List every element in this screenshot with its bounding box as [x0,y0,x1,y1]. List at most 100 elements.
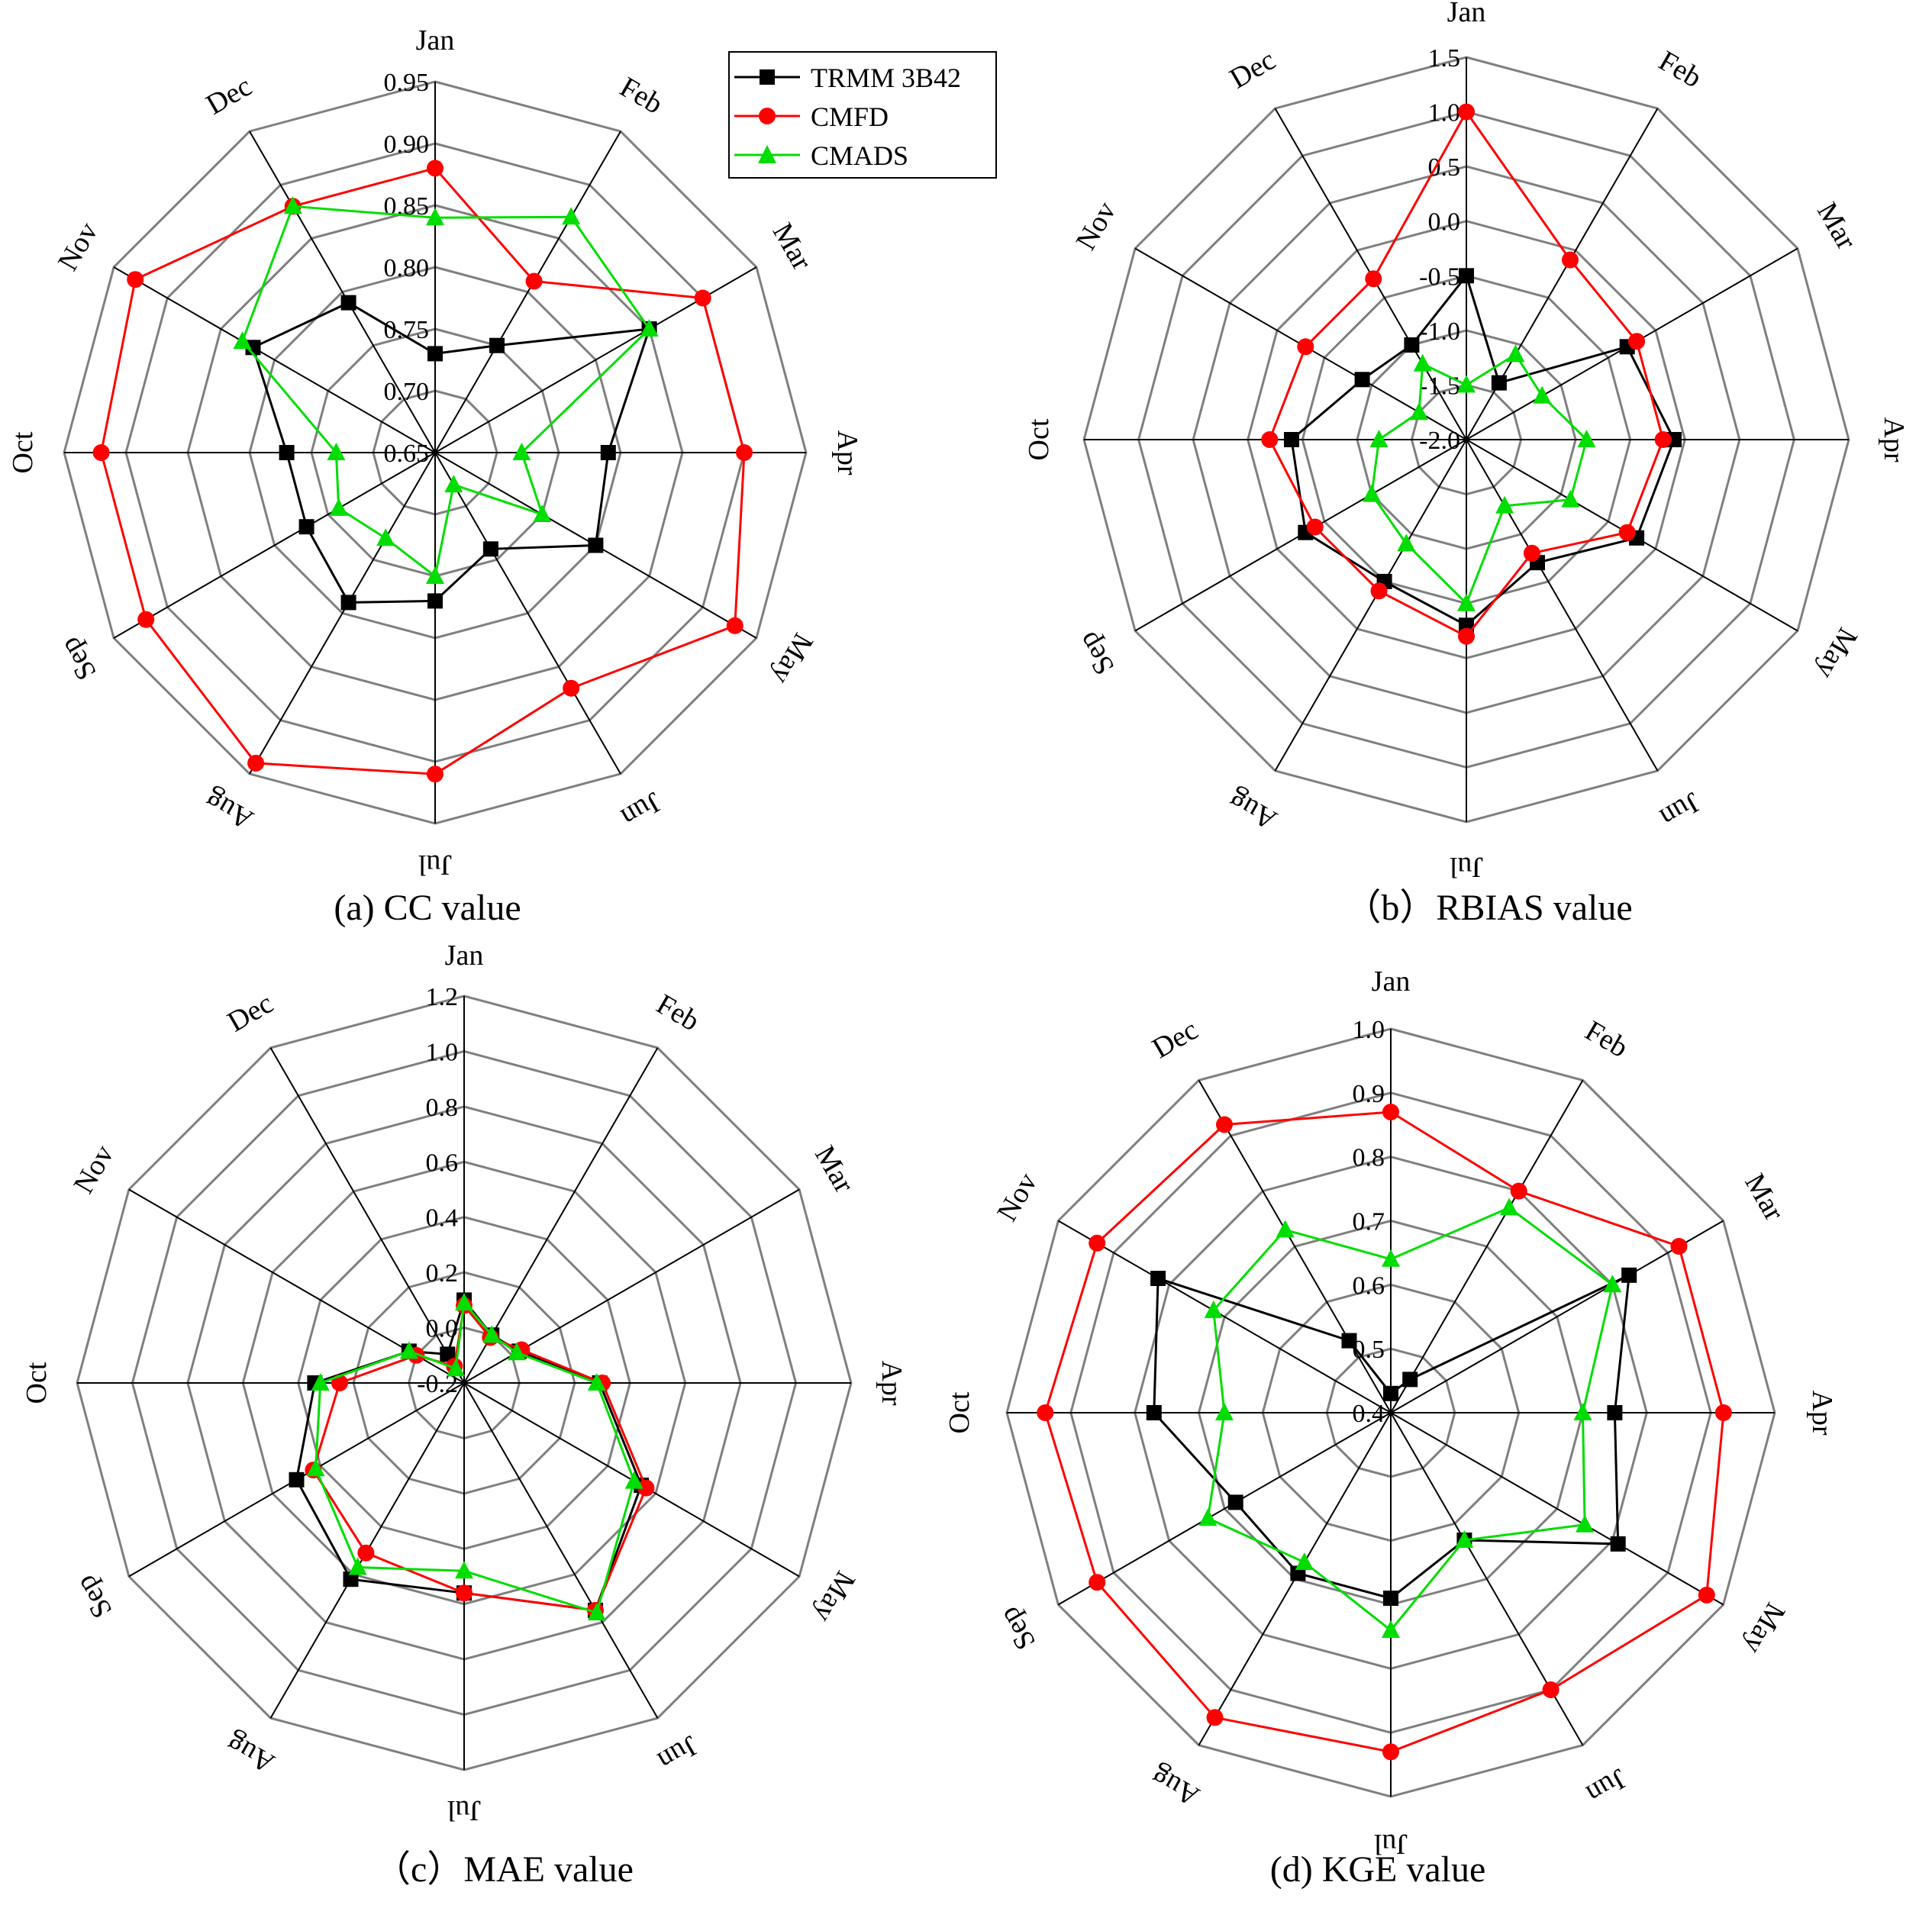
tick-label: 0.4 [1353,1400,1385,1428]
month-label-jul: Jul [1450,851,1483,883]
point-cmfd-jan [1382,1104,1399,1120]
point-cmads-oct [327,443,346,460]
tick-label: -2.0 [1419,427,1460,455]
point-trmm-3b42-oct [1146,1405,1162,1420]
tick-label: -0.5 [1419,263,1460,291]
month-label-oct: Oct [7,431,39,473]
point-cmfd-feb [1510,1182,1527,1200]
point-trmm-3b42-dec [340,295,356,311]
point-cmads-dec [1276,1220,1295,1238]
point-cmads-sep [329,498,348,516]
point-cmads-nov [233,331,252,350]
month-label-oct: Oct [21,1362,53,1404]
point-trmm-3b42-dec [440,1346,456,1362]
point-cmfd-jun [1542,1681,1559,1698]
point-cmfd-sep [1089,1574,1106,1591]
point-trmm-3b42-mar [1621,1267,1637,1283]
point-cmfd-oct [1261,431,1279,448]
point-trmm-3b42-oct [1284,432,1299,447]
point-cmads-feb [562,207,581,225]
tick-label: 1.2 [426,983,459,1011]
month-label-sep: Sep [69,1570,119,1623]
month-label-dec: Dec [1224,44,1281,95]
point-cmads-jul [426,566,444,584]
point-cmads-feb [482,1325,502,1343]
point-trmm-3b42-nov [1150,1271,1166,1286]
point-cmads-jun [587,1603,606,1621]
point-cmfd-oct [92,444,110,461]
point-cmads-dec [1413,353,1432,372]
point-cmads-apr [1577,430,1596,447]
point-trmm-3b42-feb [1402,1372,1418,1388]
tick-label: 0.4 [426,1204,459,1233]
point-trmm-3b42-jan [427,346,443,362]
point-cmads-jan [455,1293,473,1310]
tick-label: -1.5 [1419,372,1460,400]
point-cmfd-apr [1654,431,1672,448]
point-cmads-apr [587,1373,606,1391]
point-cmfd-aug [1206,1709,1224,1726]
month-label-jul: Jul [447,1794,481,1826]
point-cmfd-jul [1382,1743,1399,1761]
month-label-oct: Oct [1023,418,1055,460]
tick-label: 0.6 [426,1149,459,1177]
point-trmm-3b42-apr [1607,1405,1623,1420]
month-label-may: May [807,1565,861,1627]
month-label-sep: Sep [53,632,103,685]
point-cmads-jan [1457,375,1476,393]
month-label-dec: Dec [1147,1014,1204,1065]
spoke-sep [113,452,436,639]
point-trmm-3b42-sep [1227,1494,1243,1510]
radar-chart-mae: -0.20.00.20.40.60.81.01.2JanFebMarAprMay… [21,940,908,1826]
month-label-feb: Feb [651,988,705,1038]
month-label-jan: Jan [1372,965,1411,998]
month-label-apr: Apr [876,1360,908,1405]
point-cmads-nov [1204,1300,1223,1318]
point-cmfd-jul [1458,627,1475,645]
point-trmm-3b42-feb [489,337,505,353]
tick-label: 0.7 [1353,1208,1385,1236]
point-cmfd-may [1698,1586,1715,1604]
spoke-jun [434,452,621,775]
point-cmfd-dec [1216,1116,1233,1133]
month-label-apr: Apr [1806,1390,1838,1435]
point-cmads-may [624,1471,643,1489]
point-cmfd-feb [1562,251,1579,269]
legend-label-trmm: TRMM 3B42 [811,63,961,93]
spoke-dec [1198,1079,1392,1413]
month-label-jun: Jun [1655,786,1706,834]
point-cmads-jul [1457,593,1476,611]
month-label-nov: Nov [991,1168,1043,1227]
tick-label: 1.0 [1428,99,1461,127]
month-label-sep: Sep [992,1601,1042,1655]
tick-label: 1.5 [1428,44,1461,73]
month-label-may: May [1809,622,1863,684]
legend-label-cmads: CMADS [811,140,908,171]
month-label-jan: Jan [1447,0,1486,28]
point-cmads-sep [306,1459,325,1477]
point-cmads-feb [1506,344,1525,363]
series-line-cmads [1370,353,1588,606]
month-label-nov: Nov [1069,196,1122,256]
series-line-trmm-3b42 [1290,273,1676,627]
month-label-apr: Apr [1878,417,1910,462]
point-cmads-mar [508,1343,526,1361]
month-label-jan: Jan [416,24,455,56]
point-cmads-may [533,504,552,522]
point-cmfd-feb [525,272,543,290]
point-cmfd-jan [1458,103,1475,121]
point-trmm-3b42-may [1610,1536,1626,1552]
spoke-dec [249,131,436,453]
tick-label: 0.70 [384,378,430,406]
point-cmads-mar [640,319,659,337]
tick-label: 1.0 [1353,1016,1385,1044]
spoke-dec [269,1047,465,1384]
point-cmfd-nov [127,271,144,288]
spoke-nov [113,266,436,453]
point-cmads-mar [1533,385,1552,404]
month-label-jan: Jan [445,940,484,972]
point-cmfd-jun [1523,544,1540,562]
tick-label: -1.0 [1419,318,1460,346]
month-label-nov: Nov [52,217,105,276]
month-label-aug: Aug [221,1726,280,1779]
